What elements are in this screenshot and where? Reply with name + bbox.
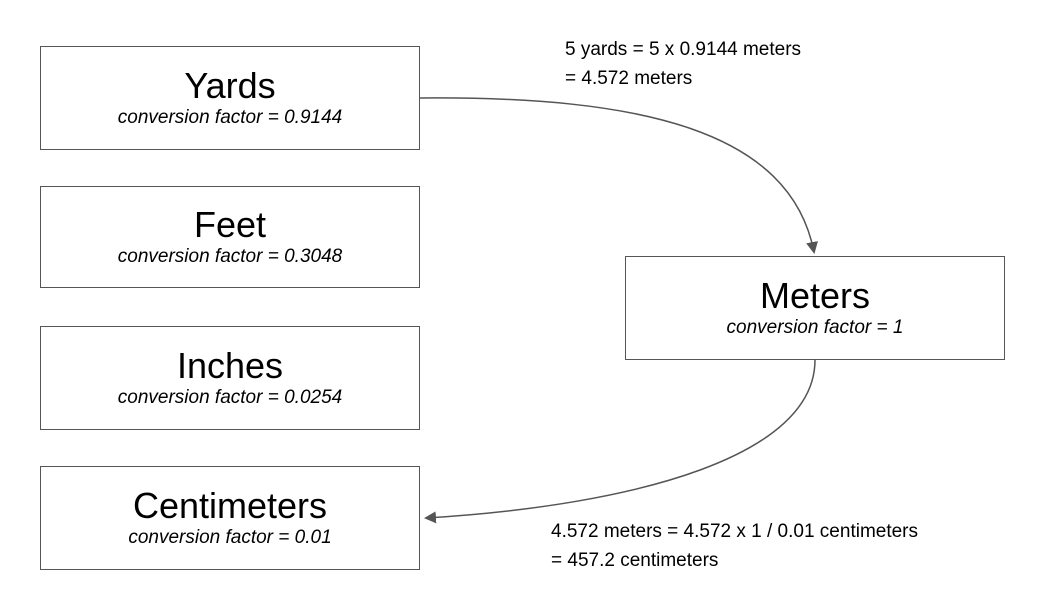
unit-name-inches: Inches [176,345,284,386]
meters-box: Meters conversion factor = 1 [625,256,1005,360]
yards-to-meters-result: = 4.572 meters [565,68,693,89]
inches-box: Inches conversion factor = 0.0254 [40,326,420,430]
centimeters-box: Centimeters conversion factor = 0.01 [40,466,420,570]
conversion-factor-inches: conversion factor = 0.0254 [117,387,343,408]
conversion-factor-feet: conversion factor = 0.3048 [117,246,343,267]
conversion-factor-yards: conversion factor = 0.9144 [117,107,343,128]
conversion-factor-centimeters: conversion factor = 0.01 [128,527,332,548]
yards-box: Yards conversion factor = 0.9144 [40,46,420,150]
unit-name-centimeters: Centimeters [132,485,328,526]
conversion-factor-meters: conversion factor = 1 [726,317,904,338]
meters-to-centimeters-calculation: 4.572 meters = 4.572 x 1 / 0.01 centimet… [551,521,919,542]
meters-to-centimeters-result: = 457.2 centimeters [551,550,719,571]
arrow-yards-to-meters [419,97,818,254]
yards-to-meters-note: 5 yards = 5 x 0.9144 meters = 4.572 mete… [565,35,801,93]
feet-box: Feet conversion factor = 0.3048 [40,186,420,288]
meters-to-centimeters-note: 4.572 meters = 4.572 x 1 / 0.01 centimet… [551,517,918,575]
arrow-meters-to-centimeters [424,359,816,524]
unit-name-meters: Meters [759,275,871,316]
yards-to-meters-calculation: 5 yards = 5 x 0.9144 meters [565,39,802,60]
unit-name-yards: Yards [184,65,276,106]
unit-name-feet: Feet [193,204,267,245]
